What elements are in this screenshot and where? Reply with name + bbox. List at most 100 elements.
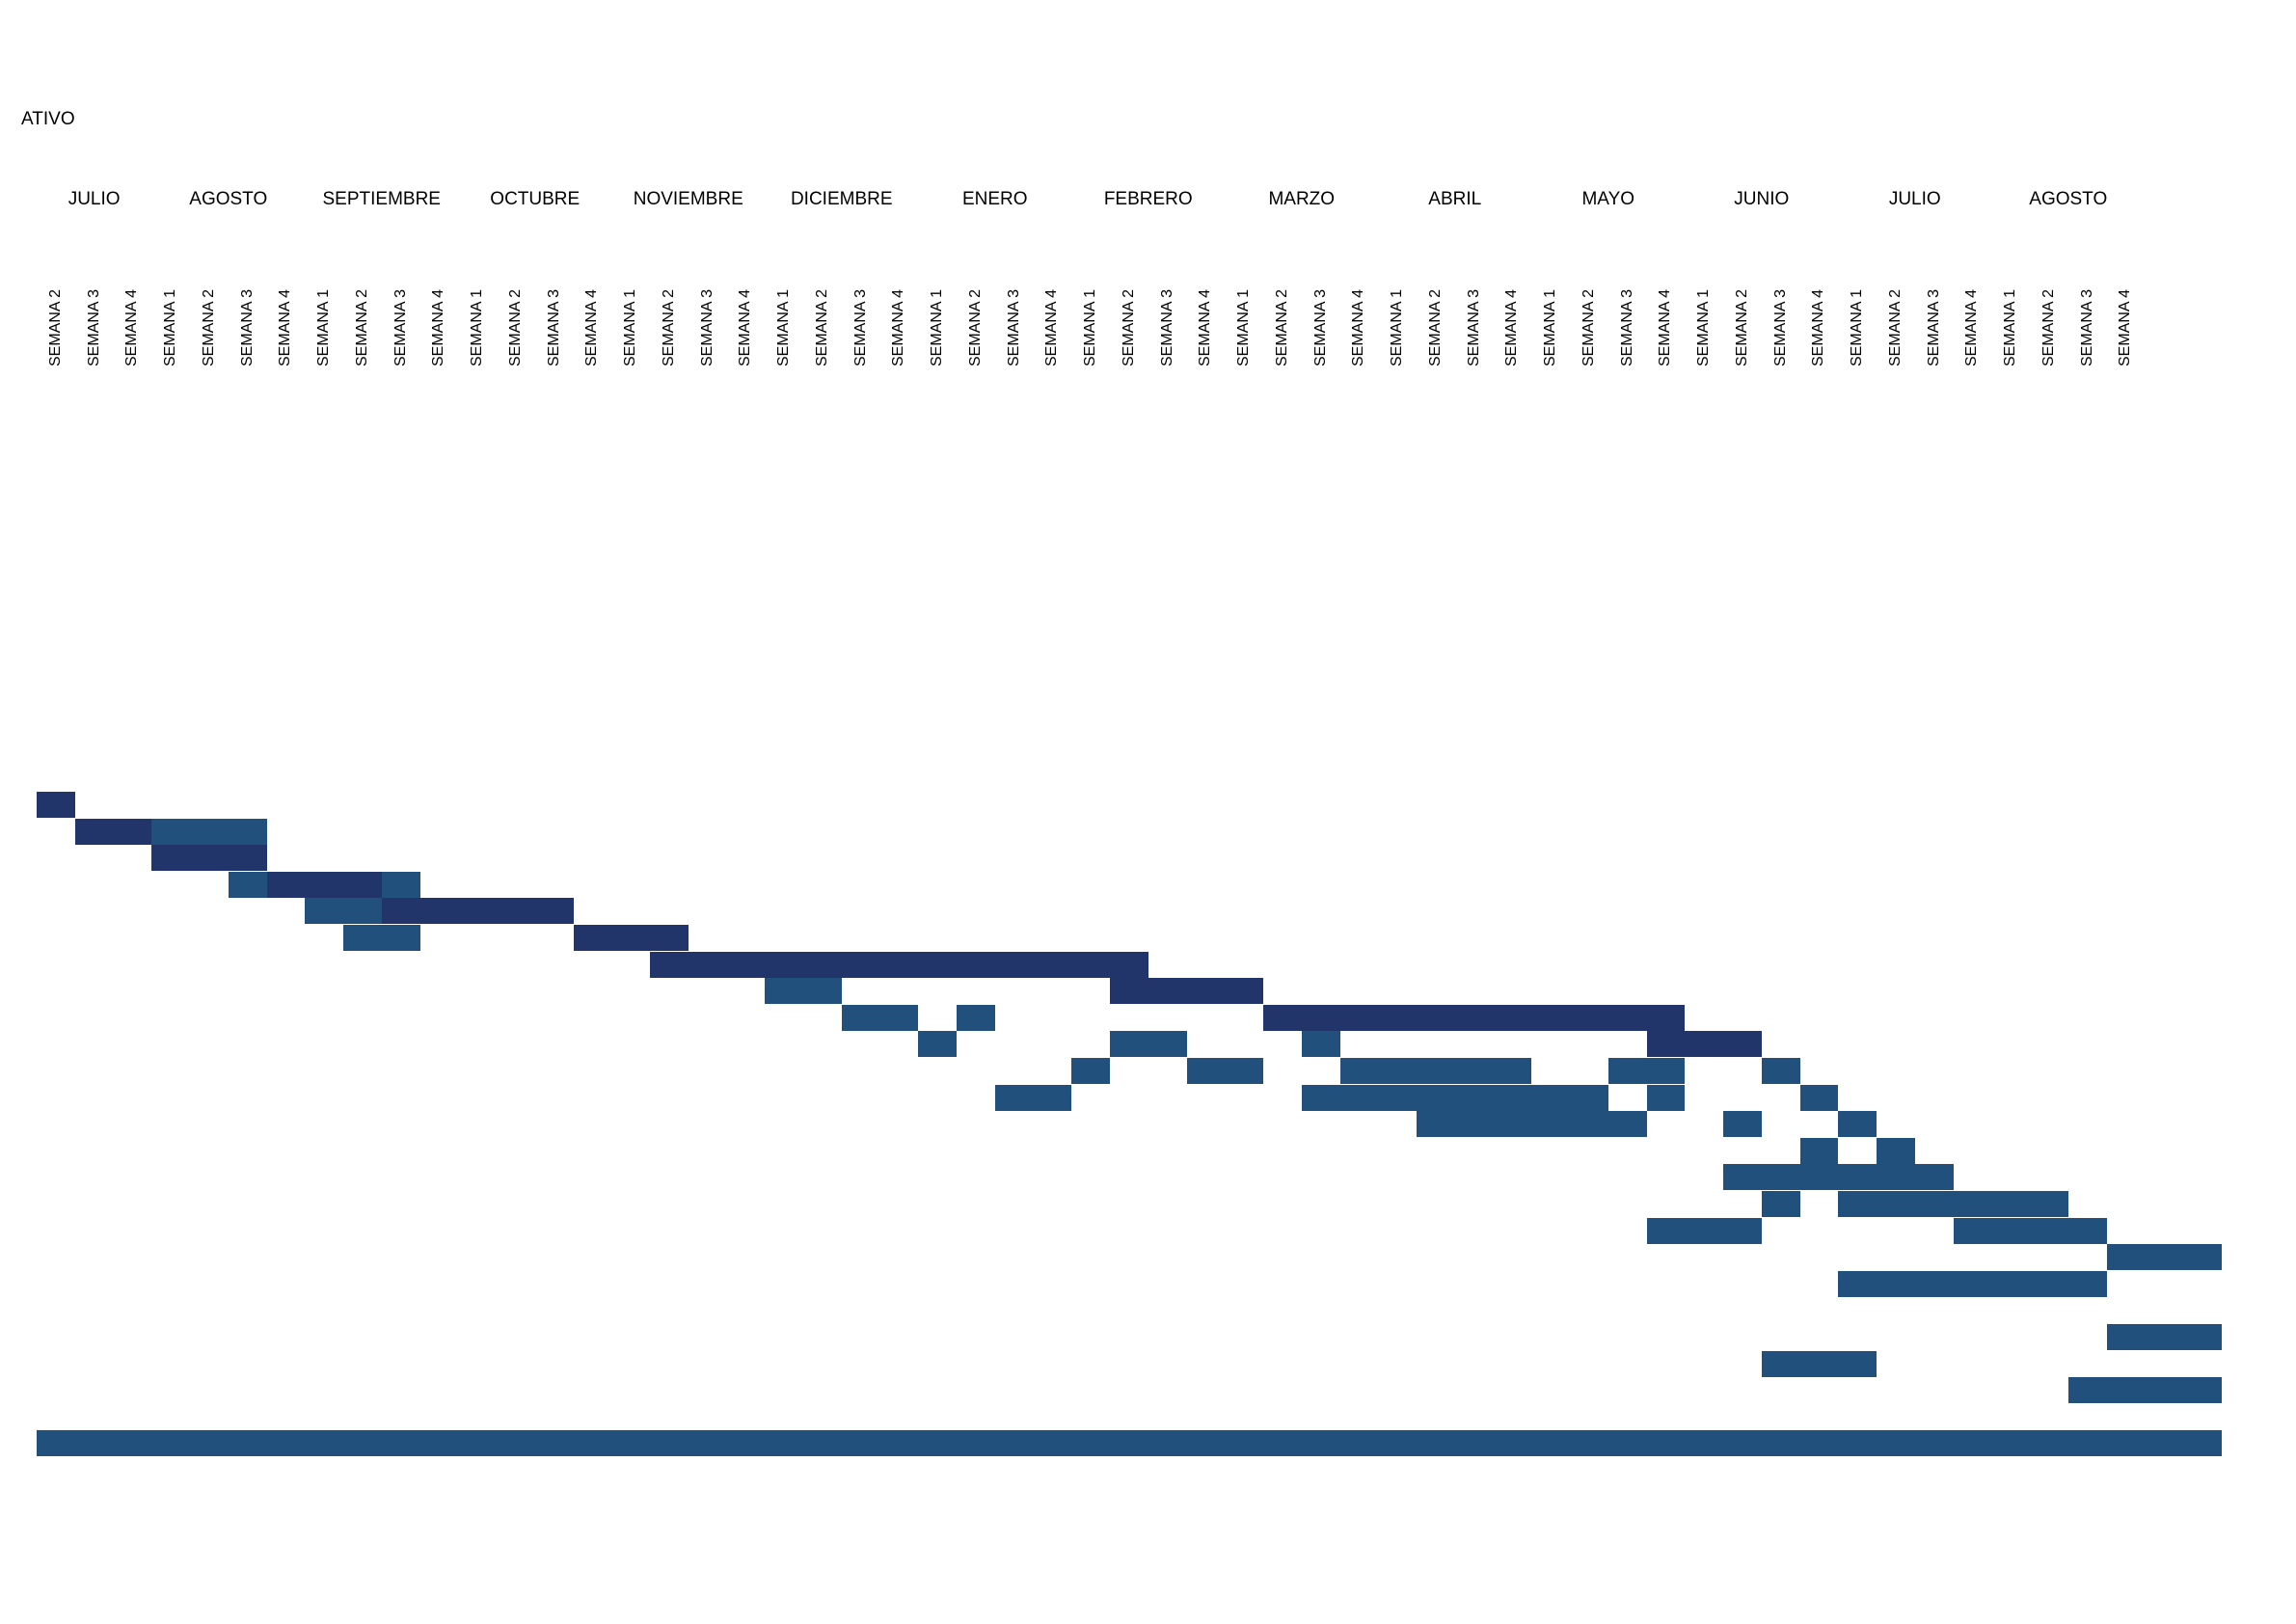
- week-label: SEMANA 4: [1657, 288, 1674, 366]
- month-label: ABRIL: [1428, 189, 1482, 209]
- gantt-bar: [1799, 1137, 1839, 1164]
- week-label: SEMANA 3: [1005, 288, 1022, 366]
- week-label: SEMANA 3: [1618, 288, 1635, 366]
- gantt-bar: [1186, 1058, 1263, 1084]
- week-label: SEMANA 1: [775, 288, 793, 366]
- gantt-bar: [2067, 1377, 2222, 1404]
- gantt-bar: [343, 925, 420, 951]
- gantt-bar: [1339, 1058, 1532, 1084]
- week-label: SEMANA 3: [1465, 288, 1482, 366]
- week-label: SEMANA 2: [46, 288, 64, 366]
- month-label: MARZO: [1268, 189, 1336, 209]
- gantt-bar: [650, 951, 1148, 978]
- week-label: SEMANA 2: [353, 288, 370, 366]
- week-label: SEMANA 4: [1963, 288, 1981, 366]
- week-label: SEMANA 4: [1810, 288, 1827, 366]
- chart-title: ATIVO: [21, 109, 75, 129]
- week-label: SEMANA 2: [966, 288, 984, 366]
- gantt-bar: [1953, 1217, 2107, 1244]
- week-label: SEMANA 3: [1925, 288, 1942, 366]
- gantt-bar: [573, 925, 689, 951]
- week-label: SEMANA 1: [1542, 288, 1559, 366]
- gantt-bar: [1723, 1164, 1954, 1191]
- gantt-bar: [1761, 1191, 1800, 1217]
- gantt-bar: [1646, 1217, 1762, 1244]
- month-label: FEBRERO: [1103, 189, 1193, 209]
- week-label: SEMANA 4: [277, 288, 294, 366]
- week-label: SEMANA 1: [929, 288, 946, 366]
- week-label: SEMANA 3: [1311, 288, 1329, 366]
- week-label: SEMANA 3: [2078, 288, 2095, 366]
- month-label: ENERO: [961, 189, 1028, 209]
- week-label: SEMANA 2: [2039, 288, 2057, 366]
- week-label: SEMANA 1: [1389, 288, 1406, 366]
- gantt-bar: [74, 818, 152, 845]
- gantt-bar: [1110, 1031, 1187, 1058]
- gantt-bar: [1838, 1111, 1877, 1138]
- month-label: AGOSTO: [189, 189, 268, 209]
- week-label: SEMANA 4: [1350, 288, 1367, 366]
- week-label: SEMANA 2: [660, 288, 677, 366]
- month-label: JUNIO: [1734, 189, 1790, 209]
- gantt-bar: [305, 898, 343, 925]
- gantt-bar: [957, 1004, 995, 1031]
- gantt-bar: [1838, 1191, 2068, 1217]
- gantt-bar: [1607, 1058, 1686, 1084]
- gantt-bar: [841, 1004, 919, 1031]
- gantt-bar: [343, 898, 382, 925]
- week-label: SEMANA 2: [1426, 288, 1444, 366]
- week-label: SEMANA 2: [1120, 288, 1137, 366]
- week-label: SEMANA 1: [1695, 288, 1713, 366]
- week-label: SEMANA 4: [1043, 288, 1061, 366]
- month-label: JULIO: [1888, 189, 1941, 209]
- week-label: SEMANA 3: [851, 288, 869, 366]
- week-label: SEMANA 4: [890, 288, 907, 366]
- gantt-bar: [1071, 1058, 1110, 1084]
- gantt-bar: [1301, 1084, 1608, 1111]
- gantt-bar: [37, 1430, 2222, 1457]
- gantt-bar: [37, 792, 75, 818]
- month-label: OCTUBRE: [490, 189, 581, 209]
- week-label: SEMANA 2: [200, 288, 217, 366]
- week-label: SEMANA 1: [1235, 288, 1253, 366]
- gantt-bar: [1761, 1058, 1800, 1084]
- gantt-bar: [1761, 1350, 1877, 1377]
- week-label: SEMANA 4: [583, 288, 601, 366]
- week-label: SEMANA 4: [1503, 288, 1521, 366]
- week-label: SEMANA 2: [1273, 288, 1290, 366]
- week-label: SEMANA 4: [2117, 288, 2134, 366]
- week-label: SEMANA 4: [123, 288, 141, 366]
- gantt-bar: [1263, 1004, 1686, 1031]
- month-label: JULIO: [68, 189, 121, 209]
- gantt-bar: [266, 871, 382, 898]
- gantt-bar: [151, 818, 267, 845]
- week-label: SEMANA 3: [698, 288, 716, 366]
- month-label: MAYO: [1581, 189, 1635, 209]
- gantt-bar: [1723, 1111, 1762, 1138]
- gantt-bar: [1799, 1084, 1839, 1111]
- gantt-bar: [1110, 978, 1263, 1005]
- month-label: SEPTIEMBRE: [322, 189, 441, 209]
- week-label: SEMANA 2: [1886, 288, 1904, 366]
- week-label: SEMANA 1: [1849, 288, 1866, 366]
- month-label: AGOSTO: [2029, 189, 2108, 209]
- week-label: SEMANA 3: [1771, 288, 1789, 366]
- gantt-bar: [1301, 1031, 1340, 1058]
- gantt-bar: [765, 978, 842, 1005]
- week-label: SEMANA 3: [85, 288, 102, 366]
- gantt-bar: [228, 871, 267, 898]
- month-label: DICIEMBRE: [790, 189, 893, 209]
- week-label: SEMANA 3: [238, 288, 256, 366]
- week-label: SEMANA 4: [430, 288, 447, 366]
- week-label: SEMANA 2: [1580, 288, 1597, 366]
- gantt-bar: [1877, 1137, 1915, 1164]
- week-label: SEMANA 1: [622, 288, 639, 366]
- week-label: SEMANA 1: [469, 288, 486, 366]
- gantt-bar: [994, 1084, 1072, 1111]
- week-label: SEMANA 1: [2002, 288, 2019, 366]
- week-label: SEMANA 4: [1197, 288, 1214, 366]
- week-label: SEMANA 2: [1733, 288, 1750, 366]
- week-label: SEMANA 1: [162, 288, 179, 366]
- gantt-bar: [151, 845, 267, 872]
